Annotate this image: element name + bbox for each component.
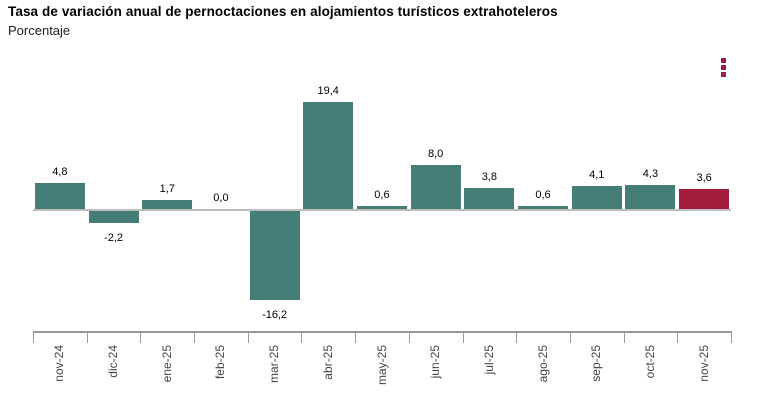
value-label-feb-25: 0,0 [213, 192, 229, 204]
x-axis-tick [623, 331, 625, 343]
bar-nov-25[interactable] [679, 189, 730, 209]
x-axis-label-dic-24: dic-24 [106, 345, 120, 378]
x-axis-line [33, 331, 731, 333]
value-label-ago-25: 0,6 [535, 189, 551, 201]
value-label-jul-25: 3,8 [481, 171, 497, 183]
context-menu-icon[interactable] [721, 58, 727, 77]
value-label-jun-25: 8,0 [427, 148, 444, 160]
chart-header: Tasa de variación anual de pernoctacione… [8, 4, 558, 38]
value-label-may-25: 0,6 [374, 189, 390, 201]
value-label-mar-25: -16,2 [262, 309, 288, 321]
x-axis-label-oct-25: oct-25 [642, 345, 657, 379]
value-label-ene-25: 1,7 [159, 183, 175, 195]
x-axis-tick [301, 331, 303, 343]
bar-ene-25[interactable] [142, 200, 193, 209]
value-label-nov-25: 3,6 [696, 172, 712, 184]
bar-may-25[interactable] [357, 206, 407, 209]
bar-ago-25[interactable] [518, 206, 569, 209]
x-axis-label-jun-25: jun-25 [428, 345, 443, 379]
x-axis-label-feb-25: feb-25 [213, 345, 228, 380]
x-axis-label-may-25: may-25 [374, 345, 389, 386]
x-axis-label-ago-25: ago-25 [535, 345, 550, 383]
menu-dot [721, 72, 726, 77]
x-axis-tick [408, 331, 410, 343]
value-label-abr-25: 19,4 [317, 85, 339, 97]
bar-dic-24[interactable] [88, 211, 139, 223]
chart-title: Tasa de variación anual de pernoctacione… [8, 4, 558, 19]
x-axis-label-nov-25: nov-25 [696, 345, 711, 382]
x-axis-label-nov-24: nov-24 [52, 345, 67, 382]
bar-nov-24[interactable] [34, 183, 85, 209]
x-axis-label-mar-25: mar-25 [267, 345, 282, 384]
menu-dot [721, 58, 726, 63]
x-axis-tick [194, 331, 196, 343]
x-axis-tick [247, 331, 249, 343]
x-axis-tick [462, 331, 464, 343]
chart-subtitle: Porcentaje [8, 23, 71, 38]
x-axis-label-jul-25: jul-25 [481, 345, 496, 375]
x-axis-tick [355, 331, 357, 343]
x-axis-label-ene-25: ene-25 [159, 345, 174, 383]
bar-oct-25[interactable] [625, 185, 676, 209]
x-axis-tick [516, 331, 518, 343]
x-axis-tick [731, 331, 732, 343]
value-label-sep-25: 4,1 [589, 169, 605, 181]
x-axis-tick [86, 331, 88, 343]
bar-jun-25[interactable] [410, 165, 461, 209]
bar-abr-25[interactable] [303, 102, 354, 209]
value-label-dic-24: -2,2 [104, 232, 124, 244]
x-axis-label-sep-25: sep-25 [589, 345, 604, 382]
x-axis-tick [677, 331, 679, 343]
x-axis-label-abr-25: abr-25 [320, 345, 335, 380]
x-axis-tick [33, 331, 34, 343]
x-axis-tick [569, 331, 571, 343]
zero-baseline [33, 209, 731, 211]
value-label-oct-25: 4,3 [642, 168, 659, 180]
value-label-nov-24: 4,8 [52, 166, 68, 178]
menu-dot [721, 65, 726, 70]
x-axis-tick [140, 331, 142, 343]
bar-mar-25[interactable] [249, 211, 300, 300]
bar-jul-25[interactable] [464, 188, 515, 209]
bar-sep-25[interactable] [571, 186, 622, 209]
